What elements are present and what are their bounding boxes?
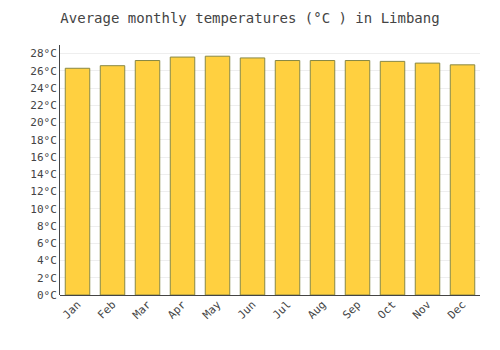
svg-text:Jan: Jan [60,298,83,321]
svg-text:Jul: Jul [270,298,293,321]
svg-text:14°C: 14°C [30,168,57,181]
svg-text:Sep: Sep [340,298,363,321]
svg-text:10°C: 10°C [30,203,57,216]
svg-text:22°C: 22°C [30,99,57,112]
svg-text:Feb: Feb [95,298,118,321]
svg-text:6°C: 6°C [37,237,57,250]
svg-text:Jun: Jun [235,298,258,321]
svg-text:May: May [200,298,224,322]
svg-text:26°C: 26°C [30,65,57,78]
svg-text:Dec: Dec [445,298,468,321]
svg-text:Apr: Apr [165,298,189,322]
svg-text:Aug: Aug [305,298,328,321]
svg-text:Mar: Mar [130,298,154,322]
svg-text:16°C: 16°C [30,151,57,164]
svg-text:4°C: 4°C [37,254,57,267]
svg-text:12°C: 12°C [30,185,57,198]
svg-text:Nov: Nov [410,298,434,322]
svg-text:0°C: 0°C [37,289,57,302]
svg-text:24°C: 24°C [30,82,57,95]
svg-text:2°C: 2°C [37,272,57,285]
svg-text:20°C: 20°C [30,116,57,129]
svg-text:Average monthly temperatures (: Average monthly temperatures (°C ) in Li… [60,10,439,26]
svg-text:Oct: Oct [375,298,398,321]
svg-text:8°C: 8°C [37,220,57,233]
svg-text:28°C: 28°C [30,47,57,60]
svg-text:18°C: 18°C [30,134,57,147]
